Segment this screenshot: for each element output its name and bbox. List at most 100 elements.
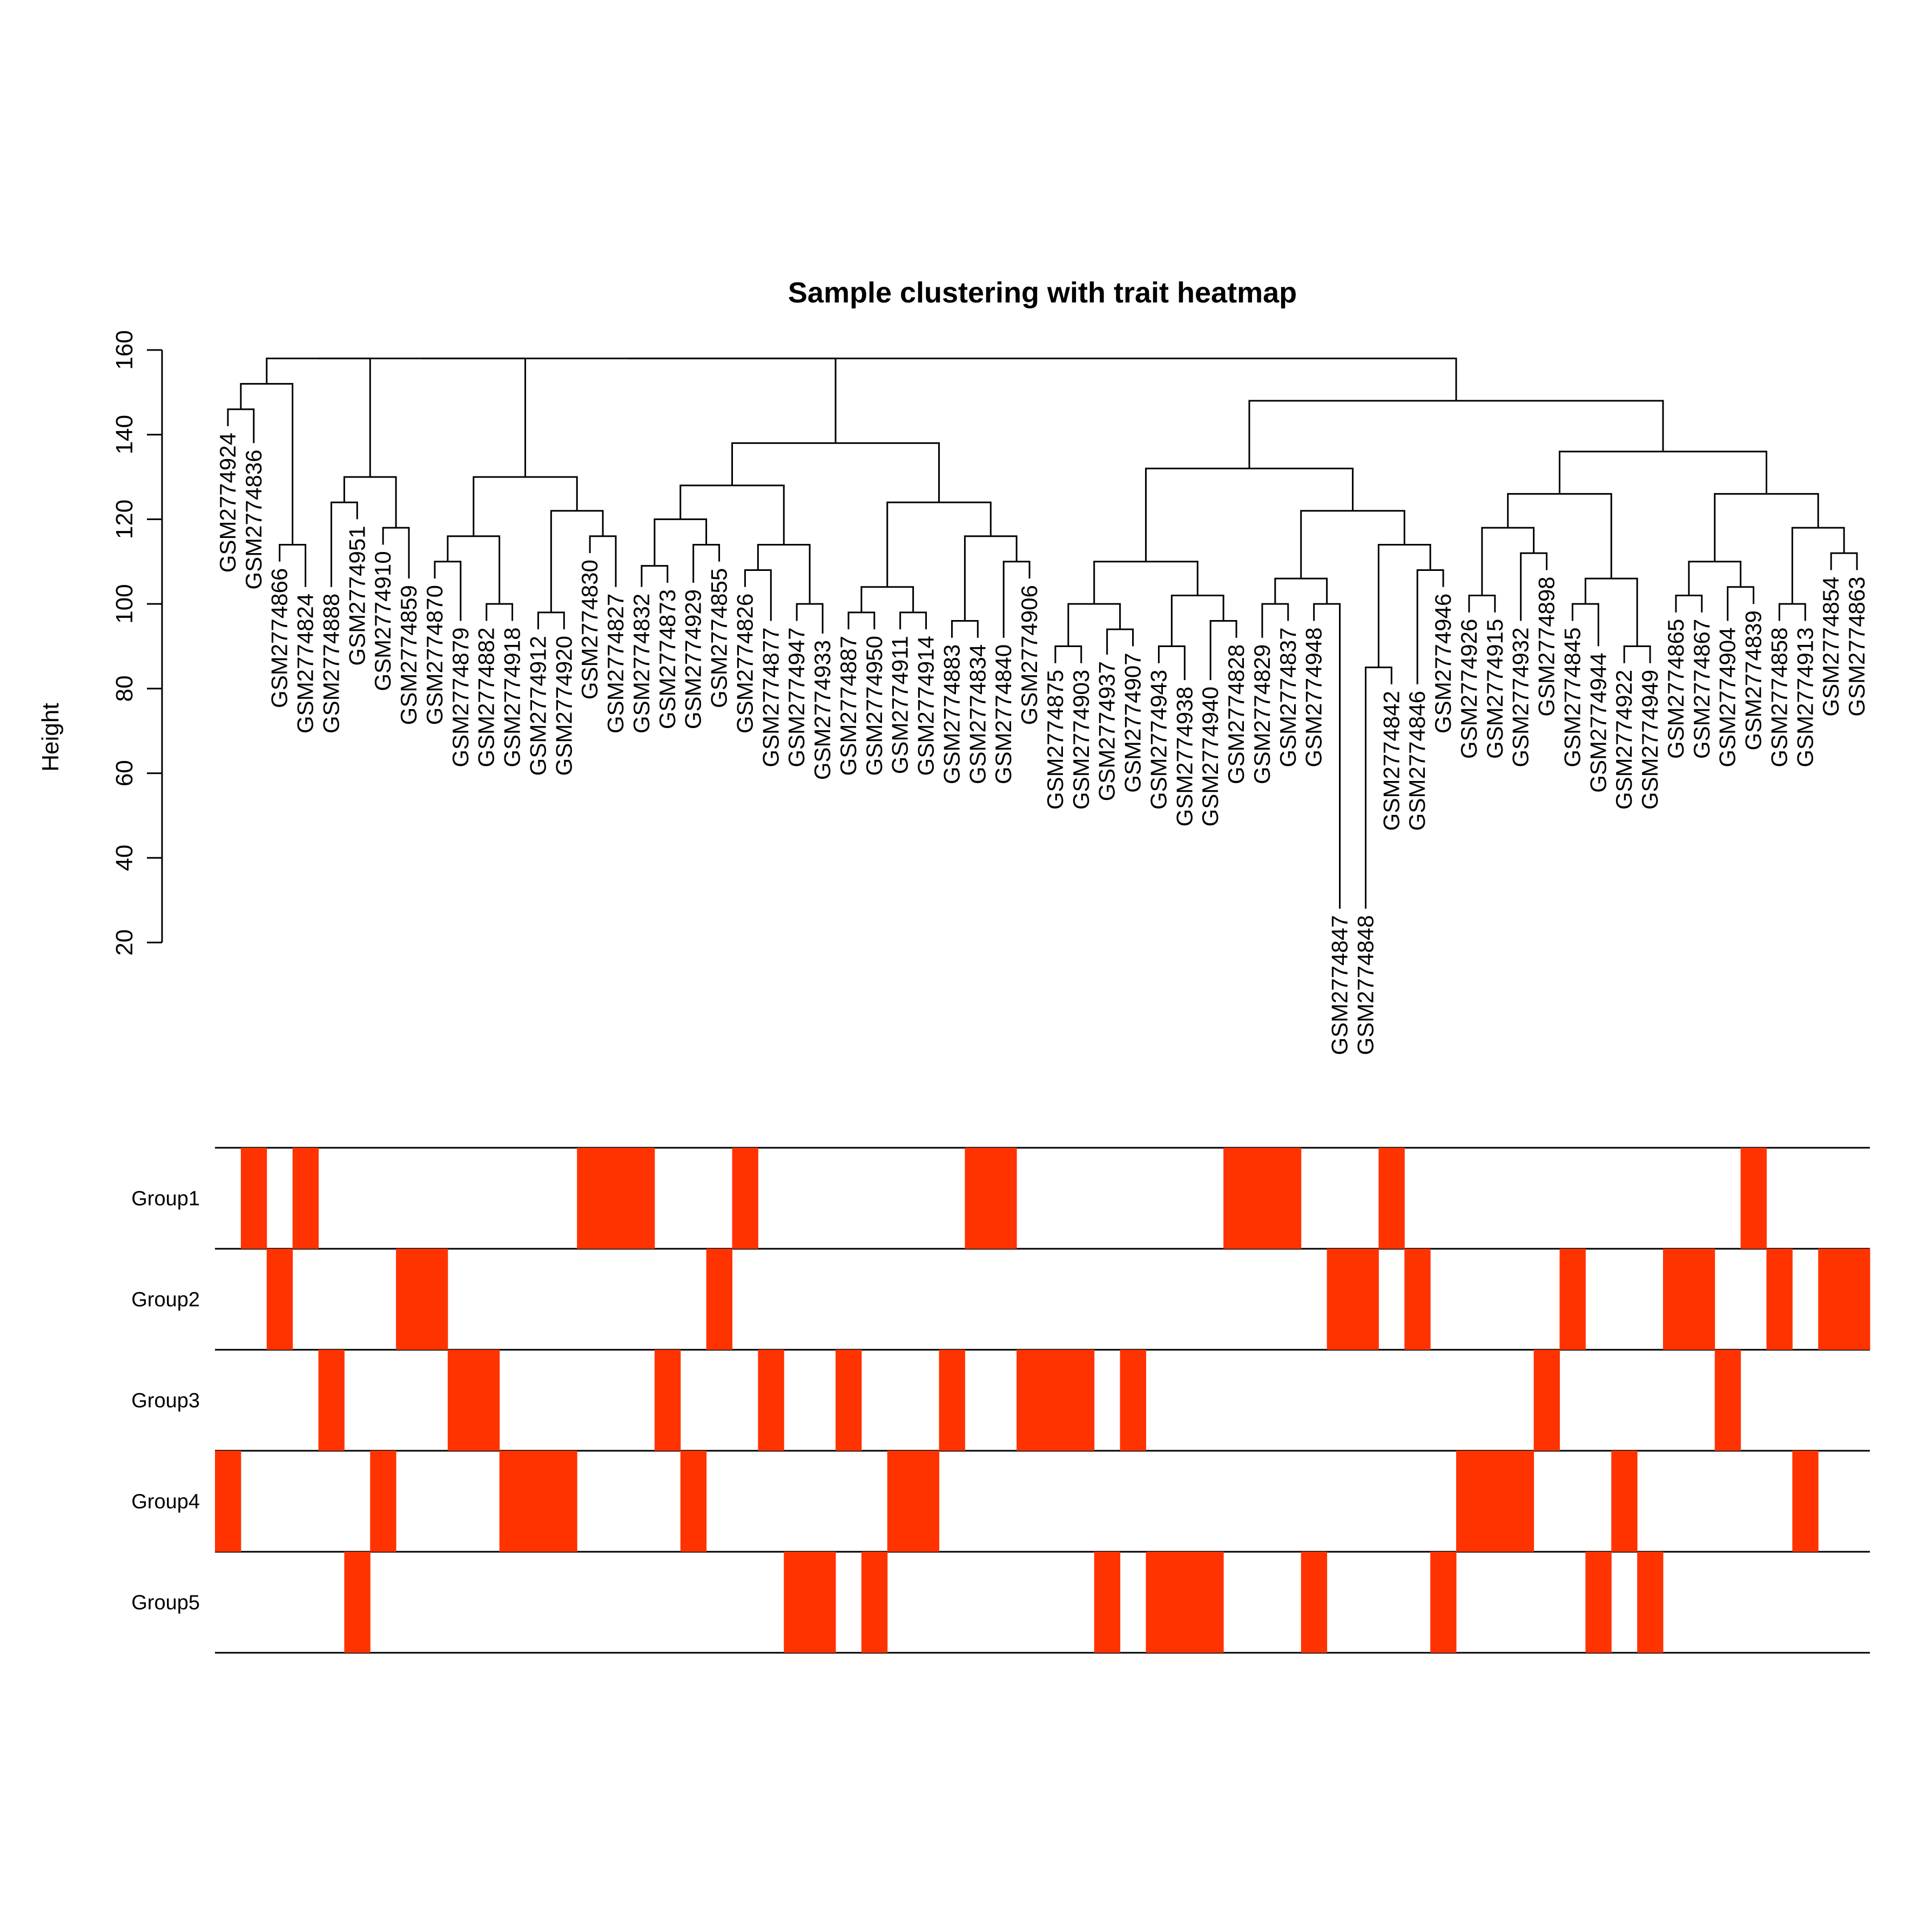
heat-cell: [1094, 1552, 1121, 1653]
heat-cell: [1456, 1451, 1483, 1552]
heat-cell: [473, 1350, 500, 1451]
heat-cell: [1482, 1451, 1509, 1552]
heat-cell: [577, 1148, 603, 1249]
dendrogram-link: [1209, 620, 1237, 681]
leaf-label: GSM2774877: [758, 627, 783, 767]
heat-cell: [758, 1350, 784, 1451]
heat-cell: [1766, 1249, 1793, 1350]
heat-cell: [1068, 1350, 1095, 1451]
leaf-label: GSM2774873: [655, 589, 680, 729]
heat-cell: [732, 1148, 758, 1249]
dendrogram-link: [422, 358, 837, 443]
heat-cell: [603, 1148, 629, 1249]
dendrogram-link: [1468, 594, 1496, 612]
heat-cell: [1275, 1148, 1302, 1249]
leaf-label: GSM2774898: [1534, 576, 1559, 716]
leaf-label: GSM2774907: [1120, 653, 1146, 793]
leaf-label: GSM2774855: [706, 568, 732, 708]
dendrogram-link: [240, 383, 294, 545]
dendrogram-link: [318, 358, 526, 477]
leaf-label: GSM2774950: [861, 636, 887, 776]
leaf-label: GSM2774842: [1378, 691, 1404, 831]
leaf-label: GSM2774830: [577, 560, 602, 699]
y-tick-label: 120: [111, 500, 138, 539]
dendrogram-link: [964, 535, 1018, 621]
leaf-label: GSM2774911: [887, 636, 913, 774]
leaf-label: GSM2774847: [1327, 915, 1352, 1055]
heat-cell: [1378, 1148, 1405, 1249]
leaf-label: GSM2774903: [1068, 670, 1094, 810]
heat-cell: [784, 1552, 810, 1653]
dendrogram-link: [1416, 569, 1444, 685]
heat-cell: [1301, 1552, 1328, 1653]
leaf-label: GSM2774865: [1663, 619, 1688, 759]
dendrogram-link: [266, 358, 371, 477]
leaf-label: GSM2774946: [1430, 594, 1456, 733]
dendrogram-link: [1067, 603, 1121, 647]
heat-cell: [1352, 1249, 1379, 1350]
heat-cell: [447, 1350, 474, 1451]
dendrogram-link: [1364, 667, 1392, 909]
leaf-label: GSM2774924: [215, 433, 240, 573]
heat-cell: [525, 1451, 551, 1552]
leaf-label: GSM2774829: [1249, 644, 1275, 784]
leaf-label: GSM2774826: [732, 594, 757, 733]
y-tick-label: 140: [111, 415, 138, 454]
leaf-label: GSM2774867: [1689, 619, 1714, 759]
heat-cell: [1404, 1249, 1431, 1350]
dendrogram-link: [434, 561, 462, 621]
dendrogram-link: [486, 603, 514, 621]
heat-cell: [1533, 1350, 1560, 1451]
y-tick-label: 80: [111, 675, 138, 702]
heat-cell: [1223, 1148, 1250, 1249]
leaf-label: GSM2774932: [1508, 627, 1533, 767]
dendrogram-link: [1274, 577, 1328, 604]
leaf-label: GSM2774922: [1611, 670, 1637, 810]
y-tick-label: 100: [111, 584, 138, 623]
dendrogram-link: [1377, 543, 1431, 668]
leaf-label: GSM2774887: [836, 636, 861, 776]
dendrogram-link: [1830, 552, 1858, 570]
heat-cell: [240, 1148, 267, 1249]
leaf-label: GSM2774863: [1844, 576, 1869, 716]
leaf-label: GSM2774888: [318, 594, 344, 733]
heat-cell: [551, 1451, 577, 1552]
heat-cell: [1740, 1148, 1767, 1249]
heat-cell: [1042, 1350, 1069, 1451]
heat-cell: [1585, 1552, 1612, 1653]
dendrogram-link: [641, 565, 669, 587]
dendrogram-link: [1093, 561, 1199, 604]
dendrogram-link: [731, 442, 940, 503]
heat-cell: [706, 1249, 732, 1350]
dendrogram-link: [860, 586, 914, 612]
dendrogram-link: [1481, 527, 1535, 596]
dendrogram-link: [1623, 645, 1651, 663]
leaf-label: GSM2774859: [396, 585, 421, 725]
heat-cell: [887, 1451, 914, 1552]
leaf-label: GSM2774920: [551, 636, 576, 776]
dendrogram-link: [1002, 561, 1031, 638]
leaf-label: GSM2774913: [1792, 627, 1817, 767]
heat-cell: [1792, 1451, 1819, 1552]
heat-cell: [680, 1451, 707, 1552]
dendrogram-link: [1584, 577, 1638, 647]
y-axis-label: Height: [37, 703, 64, 771]
leaf-label: GSM2774870: [422, 585, 447, 725]
heat-cell: [1146, 1552, 1172, 1653]
leaf-label: GSM2774866: [267, 568, 292, 708]
leaf-label: GSM2774929: [681, 589, 706, 729]
heat-cell: [1714, 1350, 1741, 1451]
leaf-label: GSM2774933: [810, 640, 835, 780]
dendrogram-link: [1688, 561, 1742, 596]
leaf-label: GSM2774914: [913, 636, 939, 776]
leaf-label: GSM2774948: [1301, 627, 1327, 767]
leaf-label: GSM2774938: [1172, 686, 1197, 826]
row-label: Group3: [131, 1390, 200, 1412]
leaf-label: GSM2774926: [1456, 619, 1482, 759]
leaf-label: GSM2774845: [1559, 627, 1585, 767]
dendrogram-link: [1145, 467, 1354, 562]
dendrogram-link: [1507, 493, 1612, 579]
leaf-label: GSM2774858: [1766, 627, 1792, 767]
leaf-label: GSM2774875: [1042, 670, 1068, 810]
